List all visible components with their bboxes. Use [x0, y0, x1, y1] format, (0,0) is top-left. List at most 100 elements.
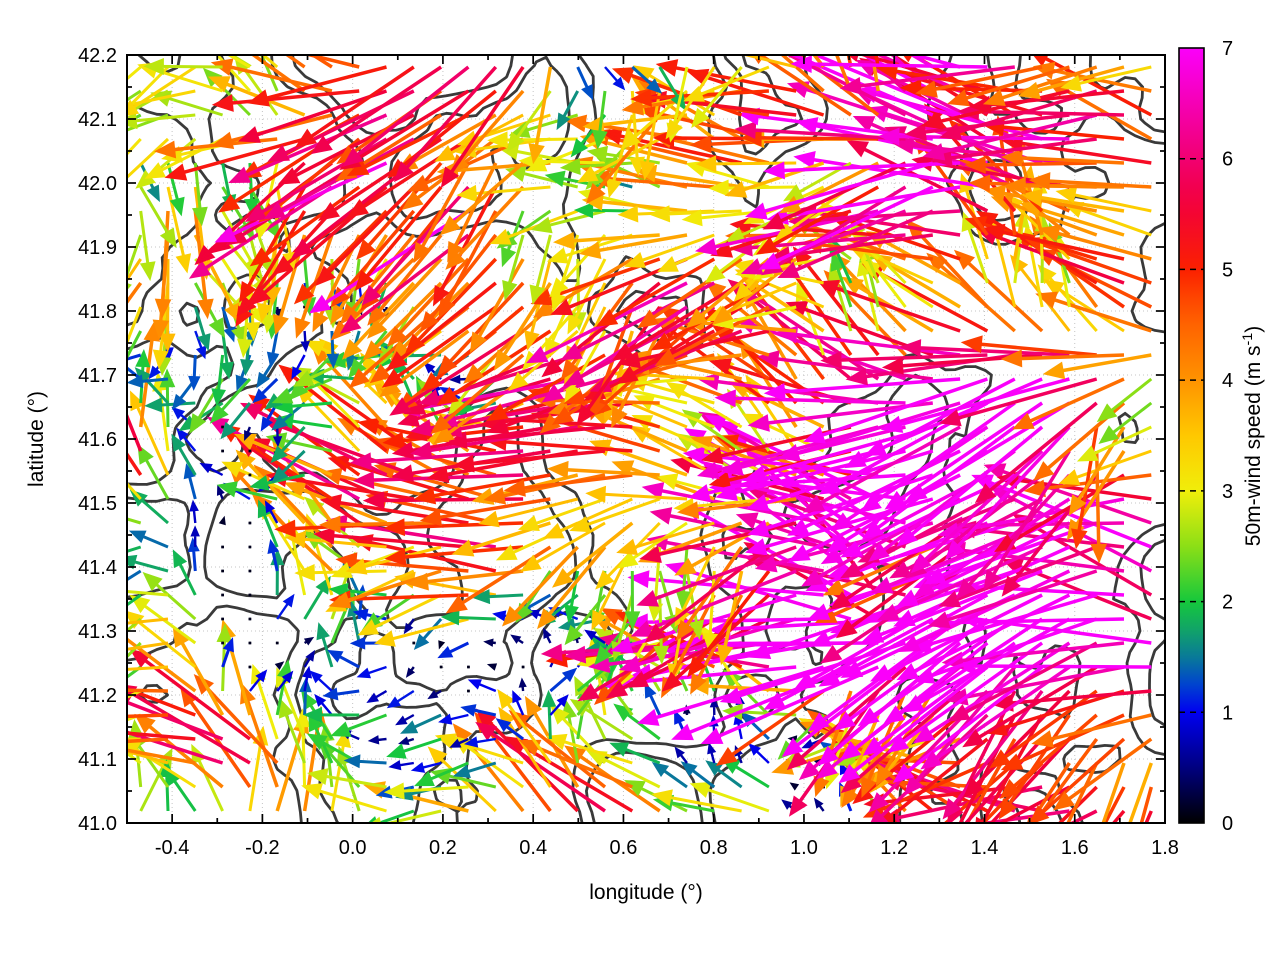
wind-arrow [586, 113, 662, 204]
wind-arrow [616, 521, 715, 556]
wind-arrow [127, 374, 169, 389]
wind-arrow [449, 737, 469, 748]
wind-arrow [427, 746, 497, 813]
wind-arrow [171, 433, 197, 476]
wind-arrow [927, 569, 1098, 629]
wind-arrow [127, 65, 142, 81]
wind-arrow [717, 570, 744, 666]
x-tick-label: 0.6 [610, 837, 638, 859]
wind-arrow [438, 713, 469, 725]
wind-arrow [276, 670, 294, 692]
wind-arrow [127, 281, 143, 305]
wind-arrow [301, 783, 387, 813]
wind-arrow [1144, 810, 1153, 823]
wind-arrow [707, 742, 717, 764]
wind-arrow [734, 121, 906, 141]
wind-arrow [501, 210, 525, 268]
wind-arrow [367, 257, 443, 339]
wind-arrow [127, 749, 169, 765]
wind-arrow [249, 185, 361, 267]
wind-arrow [486, 663, 498, 671]
wind-arrow [166, 162, 185, 217]
wind-arrow [898, 569, 1071, 653]
wind-arrow [400, 713, 442, 734]
wind-arrow [367, 233, 443, 326]
wind-arrow [829, 521, 962, 610]
wind-arrow [636, 545, 797, 607]
colorbar-tick-label: 1 [1222, 702, 1233, 724]
wind-arrow [520, 521, 606, 572]
wind-arrow [216, 481, 278, 501]
wind-arrow [838, 665, 989, 784]
wind-arrow [1068, 426, 1126, 516]
wind-arrow [915, 65, 1043, 98]
wind-arrow [946, 65, 1070, 107]
wind-arrow [910, 449, 1044, 574]
wind-arrow [139, 186, 177, 249]
wind-arrow [606, 114, 634, 199]
wind-arrow [452, 761, 497, 779]
wind-arrow [127, 137, 170, 180]
wind-arrow [322, 687, 360, 701]
wind-arrow [495, 718, 525, 741]
wind-arrow [700, 665, 879, 744]
wind-arrow [314, 693, 333, 716]
wind-arrow [755, 185, 880, 255]
wind-arrow [271, 449, 306, 484]
wind-arrow [685, 570, 705, 640]
wind-arrow [569, 698, 634, 741]
wind-arrow [127, 751, 142, 765]
wind-arrow [880, 377, 1070, 433]
wind-arrow [905, 401, 1071, 502]
wind-arrow [1035, 291, 1152, 333]
wind-arrow [211, 354, 227, 407]
wind-arrow [127, 481, 142, 501]
wind-arrow [127, 569, 142, 582]
wind-arrow [719, 641, 907, 705]
wind-arrow [469, 258, 525, 354]
wind-arrow [216, 484, 225, 500]
wind-arrow [127, 688, 169, 693]
wind-arrow [1020, 188, 1125, 213]
x-tick-label: 1.4 [971, 837, 999, 859]
wind-arrow [1071, 426, 1099, 550]
wind-arrow [310, 65, 443, 155]
wind-arrow [356, 665, 387, 679]
wind-arrow [763, 377, 961, 401]
wind-arrow [190, 525, 200, 548]
y-tick-label: 41.5 [78, 493, 117, 515]
wind-arrow [779, 55, 825, 93]
wind-arrow [475, 708, 579, 813]
wind-arrow [362, 281, 443, 361]
wind-arrow [573, 202, 633, 219]
wind-arrow [356, 161, 443, 261]
wind-arrow [467, 679, 497, 693]
wind-arrow [618, 329, 770, 369]
wind-arrow [561, 699, 580, 764]
wind-arrow [127, 451, 143, 476]
wind-arrow [194, 330, 207, 360]
wind-arrow [974, 401, 1098, 503]
wind-arrow [907, 55, 961, 69]
colorbar-tick-label: 0 [1222, 813, 1233, 835]
wind-arrow [680, 761, 716, 789]
wind-arrow [630, 569, 797, 637]
wind-arrow [193, 306, 211, 351]
wind-arrow [592, 90, 608, 150]
wind-arrow [291, 354, 306, 380]
wind-arrow [1058, 449, 1152, 486]
x-tick-label: 1.2 [880, 837, 908, 859]
wind-arrow [361, 185, 470, 306]
wind-arrow [214, 161, 388, 243]
y-axis-label: latitude (°) [25, 391, 133, 487]
wind-arrow [744, 425, 934, 483]
wind-arrow [1101, 762, 1126, 823]
wind-arrow [127, 137, 142, 156]
y-tick-label: 41.1 [78, 749, 117, 771]
wind-arrow [559, 157, 633, 176]
wind-arrow [367, 735, 387, 745]
wind-arrow [327, 649, 360, 669]
wind-arrow [644, 682, 662, 716]
x-tick-label: 1.8 [1151, 837, 1179, 859]
